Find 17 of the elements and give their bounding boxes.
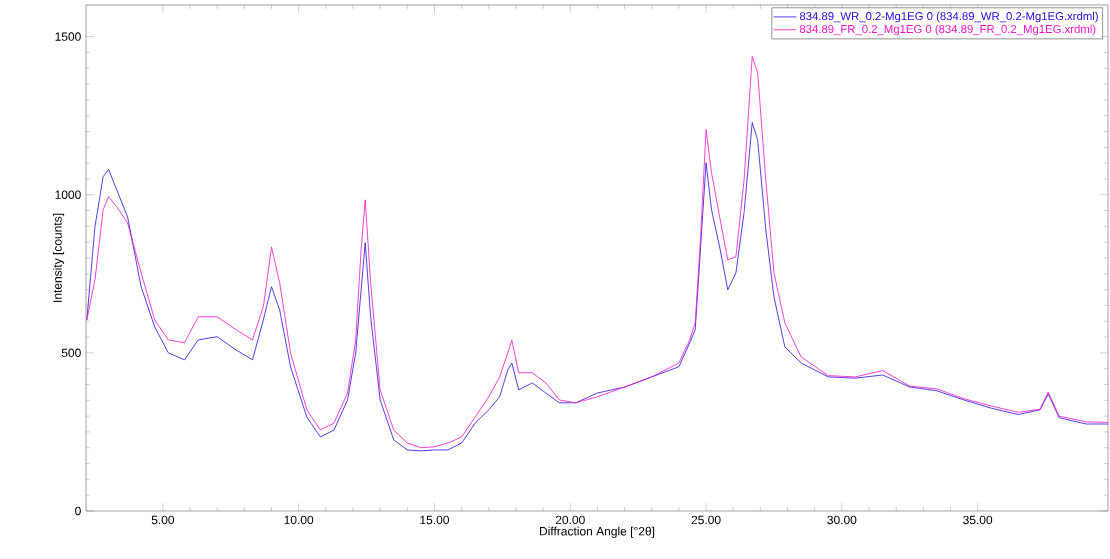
y-tick-label: 0 [75, 506, 81, 516]
line-series [86, 56, 1108, 449]
legend-label: 834.89_FR_0.2_Mg1EG 0 (834.89_FR_0.2_Mg1EG.xrdml) [799, 24, 1096, 36]
x-tick-label: 30.00 [827, 515, 857, 525]
line-series [86, 122, 1108, 452]
y-tick-label: 1000 [55, 190, 81, 199]
x-tick-label: 25.00 [691, 515, 721, 525]
y-axis-title: Intensity [counts] [52, 213, 65, 302]
x-tick-label: 15.00 [420, 515, 450, 525]
x-tick-label: 10.00 [284, 515, 314, 525]
legend-label: 834.89_WR_0.2-Mg1EG 0 (834.89_WR_0.2-Mg1EG.xrdml) [799, 11, 1098, 23]
y-tick-label: 500 [61, 348, 81, 358]
x-tick-label: 35.00 [963, 515, 993, 525]
y-tick-label: 1500 [55, 32, 81, 41]
x-axis-title: Diffraction Angle [°2θ] [540, 526, 655, 538]
x-tick-label: 5.00 [151, 515, 175, 525]
x-tick-label: 20.00 [555, 515, 585, 525]
